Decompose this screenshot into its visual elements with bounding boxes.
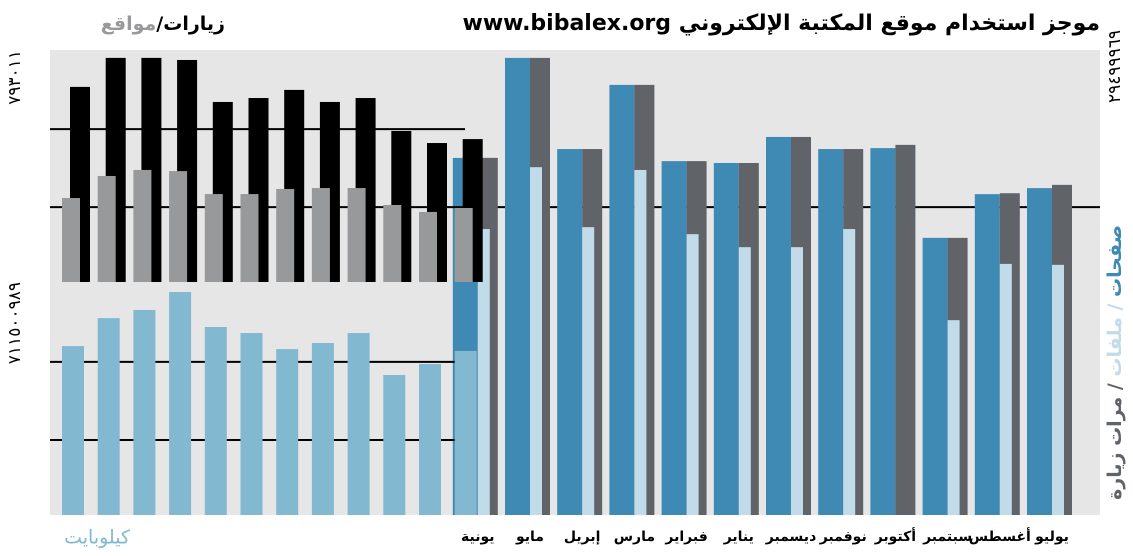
legend-separator: / (1104, 297, 1126, 317)
bar (276, 349, 299, 515)
bar (419, 211, 437, 282)
bar (311, 343, 334, 515)
legend-separator: / (1104, 377, 1126, 397)
bar (62, 346, 84, 515)
x-tick-label: نوفمبر (819, 529, 867, 545)
bar (870, 148, 896, 516)
x-tick-label: فبراير (664, 529, 707, 545)
bar (818, 149, 844, 516)
bar (922, 237, 948, 516)
bar (505, 57, 530, 515)
bar (713, 162, 739, 515)
legend-entry: ملفات (1104, 317, 1126, 376)
x-tick-label: مايو (515, 529, 544, 545)
x-tick-label: مارس (614, 529, 655, 545)
bar (454, 207, 473, 282)
bar (169, 171, 188, 282)
bar (895, 144, 916, 516)
bar (240, 194, 259, 282)
bar (582, 227, 595, 516)
legend: صفحات / ملفات / مرات زيارة (1104, 225, 1126, 500)
x-tick-label: يوليو (1034, 529, 1069, 545)
bar (133, 169, 152, 282)
bar (133, 309, 156, 515)
x-tick-label: يناير (723, 529, 754, 545)
bar (661, 161, 687, 515)
bar (686, 234, 699, 515)
bar (999, 263, 1012, 515)
bar (843, 229, 856, 515)
legend-entry: كيلوبايت (64, 527, 131, 549)
bar (97, 175, 116, 282)
bar (974, 194, 1000, 515)
bar (419, 364, 441, 515)
bar (454, 350, 477, 515)
bar (477, 229, 490, 515)
bar (530, 167, 542, 515)
y-label: ٧٩٣٠١١ (5, 50, 25, 105)
x-tick-label: أغسطس (969, 527, 1031, 545)
bar (947, 320, 960, 515)
legend-entry: مرات زيارة (1104, 397, 1126, 500)
x-tick-label: أكتوبر (874, 527, 916, 545)
bar (557, 149, 583, 516)
x-tick-label: إبريل (564, 529, 601, 545)
bar (97, 318, 120, 515)
bar (1052, 264, 1064, 515)
legend-entry: زيارات/ (156, 13, 225, 35)
bar (240, 333, 263, 515)
bar (347, 333, 370, 515)
bar (634, 169, 647, 515)
bar (1027, 188, 1052, 516)
bar (383, 204, 402, 282)
legend-entry: صفحات (1104, 225, 1126, 297)
x-tick-label: يونية (461, 529, 495, 545)
bar (383, 374, 406, 515)
bar (204, 326, 227, 515)
y-label: ٢٩٤٩٩٩٦٩ (1105, 30, 1125, 103)
bar (276, 188, 295, 282)
bar (204, 194, 223, 282)
y-label: ٧١١٥٠٠٩٨٩ (5, 282, 25, 364)
bar (62, 198, 80, 282)
bar (311, 188, 330, 282)
bar (347, 188, 366, 282)
bar (169, 292, 192, 515)
bar (609, 84, 635, 515)
x-tick-label: ديسمبر (765, 529, 817, 545)
x-tick-label: سبتمبر (922, 529, 972, 545)
bar (766, 136, 791, 515)
legend-entry: مواقع (101, 13, 157, 35)
bar (791, 247, 803, 515)
bar (738, 247, 751, 515)
chart-title: موجز استخدام موقع المكتبة الإلكتروني www… (463, 11, 1101, 36)
legend: زيارات/مواقع (101, 13, 225, 35)
